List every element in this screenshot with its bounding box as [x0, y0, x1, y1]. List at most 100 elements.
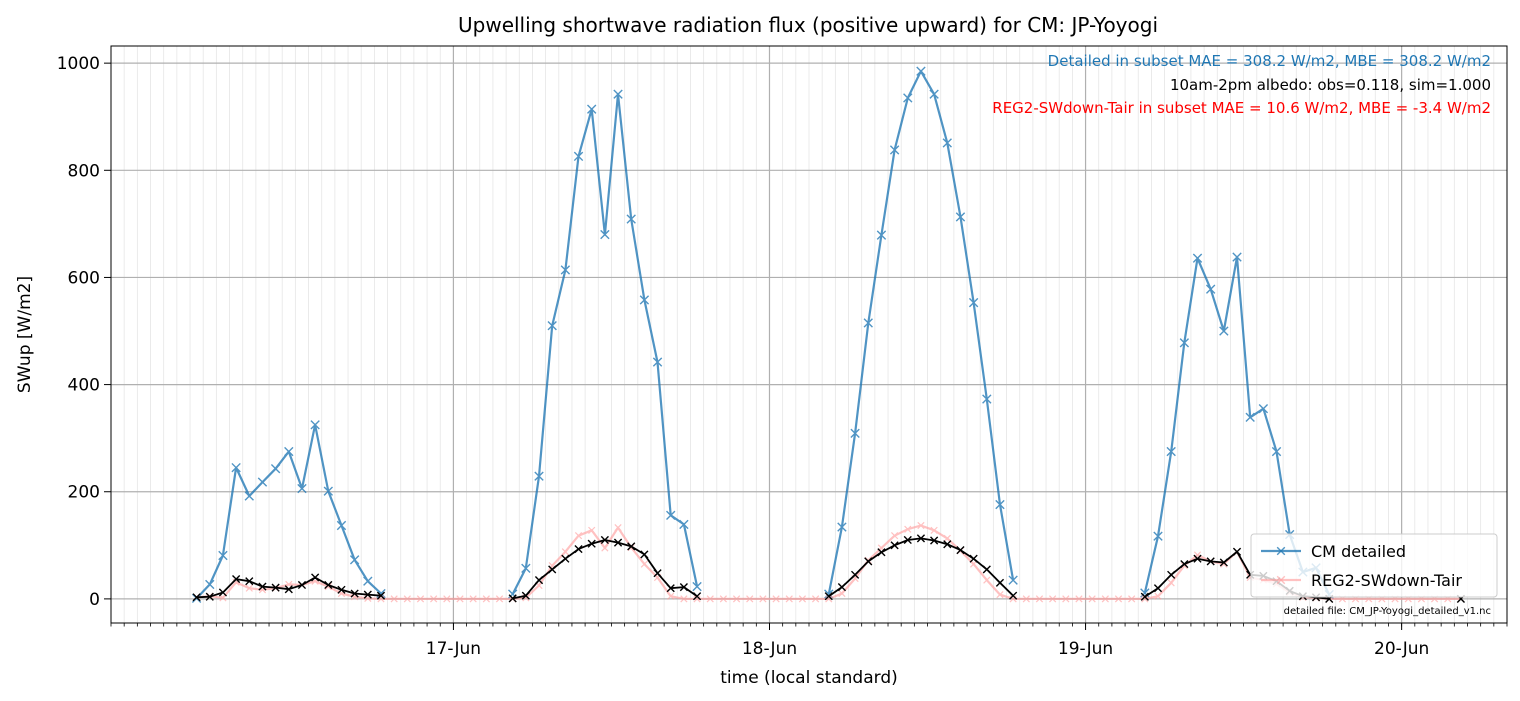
- annotation-detailed-stats: Detailed in subset MAE = 308.2 W/m2, MBE…: [1048, 52, 1491, 70]
- data-point: [534, 471, 544, 481]
- data-point: [890, 541, 899, 550]
- data-point: [759, 595, 767, 603]
- data-point: [890, 532, 899, 540]
- data-point: [587, 104, 597, 114]
- data-point: [587, 539, 596, 548]
- data-point: [613, 89, 623, 99]
- data-point: [192, 593, 201, 602]
- data-point: [588, 526, 596, 534]
- data-point: [692, 581, 702, 592]
- data-point: [574, 544, 583, 554]
- data-point: [917, 521, 925, 530]
- data-point: [205, 592, 214, 601]
- data-point: [219, 594, 227, 602]
- data-point: [666, 510, 676, 521]
- data-point: [850, 570, 860, 579]
- data-point: [785, 595, 793, 603]
- data-point: [943, 540, 952, 549]
- data-point: [1232, 252, 1242, 262]
- data-point: [521, 591, 530, 600]
- data-point: [916, 66, 926, 76]
- data-point: [719, 595, 728, 603]
- data-point: [561, 554, 570, 563]
- data-point: [864, 557, 873, 566]
- data-point: [495, 595, 504, 603]
- data-point: [706, 595, 714, 603]
- data-point: [811, 595, 820, 603]
- data-point: [837, 583, 847, 592]
- data-point: [1206, 557, 1215, 566]
- data-point: [205, 579, 215, 590]
- data-point: [1153, 531, 1163, 541]
- x-axis-label: time (local standard): [720, 668, 898, 688]
- data-point: [1140, 592, 1149, 601]
- data-point: [1154, 592, 1162, 600]
- data-point: [522, 594, 530, 602]
- data-point: [693, 595, 701, 603]
- data-point: [864, 556, 872, 564]
- data-point: [311, 573, 320, 582]
- data-point: [995, 578, 1005, 587]
- data-point: [271, 583, 280, 592]
- data-point: [876, 230, 887, 240]
- data-point: [653, 569, 662, 578]
- data-point: [1062, 595, 1070, 603]
- data-point: [640, 560, 649, 568]
- chart-title: Upwelling shortwave radiation flux (posi…: [458, 13, 1158, 37]
- data-point: [1166, 446, 1176, 457]
- annotation-albedo: 10am-2pm albedo: obs=0.118, sim=1.000: [1170, 76, 1491, 94]
- footnote-detailed-file: detailed file: CM_JP-Yoyogi_detailed_v1.…: [1284, 606, 1491, 617]
- data-point: [626, 214, 636, 224]
- data-point: [191, 593, 202, 604]
- data-point: [942, 138, 952, 148]
- data-point: [218, 550, 228, 561]
- data-point: [889, 145, 900, 155]
- data-point: [746, 595, 754, 603]
- data-point: [430, 595, 438, 603]
- data-point: [245, 584, 253, 592]
- data-point: [666, 584, 675, 593]
- x-tick-label: 18-Jun: [742, 639, 797, 659]
- data-point: [390, 595, 398, 603]
- annotation-reg2-stats: REG2-SWdown-Tair in subset MAE = 10.6 W/…: [992, 99, 1491, 117]
- y-tick-label: 400: [68, 376, 100, 396]
- legend-entry: CM detailed: [1261, 542, 1406, 561]
- data-point: [1258, 404, 1269, 414]
- data-point: [983, 576, 991, 584]
- data-point: [1205, 284, 1216, 294]
- data-point: [324, 580, 333, 590]
- data-point: [337, 585, 346, 594]
- data-point: [929, 89, 939, 99]
- data-point: [995, 499, 1005, 510]
- data-point: [732, 595, 741, 603]
- data-point: [297, 580, 307, 590]
- data-point: [336, 520, 347, 531]
- series-layer: [191, 66, 1466, 604]
- data-point: [652, 357, 663, 367]
- legend-box: [1250, 533, 1498, 598]
- data-point: [232, 574, 241, 584]
- data-point: [1220, 560, 1228, 568]
- legend-swatch-marker: [1276, 575, 1286, 585]
- data-point: [1009, 591, 1018, 600]
- data-point: [772, 595, 780, 603]
- data-point: [351, 593, 359, 601]
- data-point: [943, 534, 951, 542]
- data-point: [363, 590, 372, 599]
- data-point: [443, 595, 451, 603]
- minor-grid: [110, 46, 1508, 623]
- data-point: [270, 464, 281, 474]
- data-point: [903, 93, 913, 103]
- data-point: [996, 590, 1004, 599]
- data-point: [601, 544, 609, 552]
- data-point: [1114, 595, 1123, 603]
- data-point: [297, 483, 307, 494]
- x-tick-label: 20-Jun: [1374, 639, 1429, 659]
- data-point: [640, 550, 649, 559]
- data-point: [679, 519, 689, 530]
- legend-label: CM detailed: [1311, 542, 1406, 561]
- data-point: [1232, 547, 1242, 556]
- data-point: [824, 592, 833, 601]
- series-cm-detailed: [191, 66, 1334, 604]
